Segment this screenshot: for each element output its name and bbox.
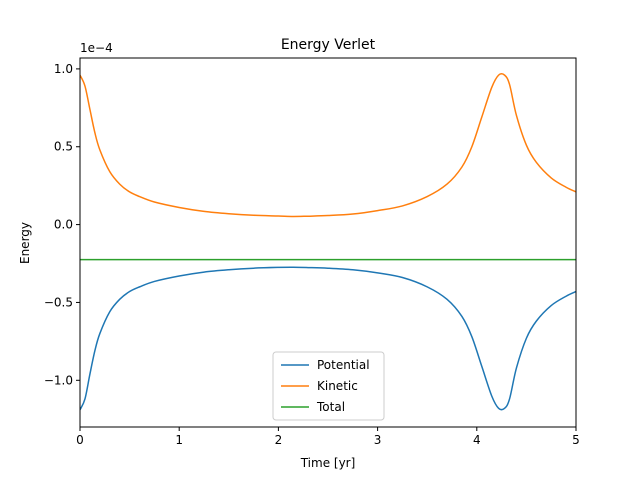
y-tick-label: 0.5 xyxy=(54,140,73,154)
y-tick-label: −0.5 xyxy=(44,295,73,309)
legend-label-kinetic: Kinetic xyxy=(317,379,358,393)
series-line-kinetic xyxy=(80,73,576,218)
x-tick-label: 0 xyxy=(76,433,84,447)
legend-box xyxy=(272,351,385,421)
plot-lines xyxy=(80,73,576,411)
x-tick-label: 2 xyxy=(275,433,283,447)
chart-title: Energy Verlet xyxy=(281,37,376,53)
x-axis-label: Time [yr] xyxy=(300,456,356,470)
plot-area-frame xyxy=(79,57,577,428)
y-tick-label: 1.0 xyxy=(54,62,73,76)
y-offset-label: 1e−4 xyxy=(80,41,113,55)
y-axis: −1.0 −0.5 0.0 0.5 1.0 xyxy=(44,62,80,387)
y-tick-label: 0.0 xyxy=(54,218,73,232)
y-tick-label: −1.0 xyxy=(44,373,73,387)
x-tick-label: 5 xyxy=(572,433,580,447)
y-axis-label: Energy xyxy=(18,222,32,264)
x-axis: 0 1 2 3 4 5 xyxy=(76,427,580,447)
legend: Potential Kinetic Total xyxy=(272,351,385,421)
x-tick-label: 3 xyxy=(374,433,382,447)
x-tick-label: 1 xyxy=(175,433,183,447)
legend-label-total: Total xyxy=(316,400,345,414)
legend-label-potential: Potential xyxy=(317,358,370,372)
series-line-potential xyxy=(80,266,576,411)
x-tick-label: 4 xyxy=(473,433,481,447)
